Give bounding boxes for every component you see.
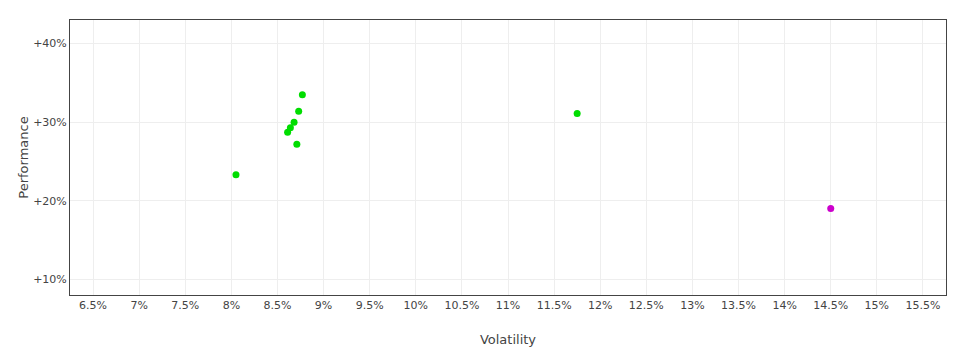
svg-text:15%: 15%	[865, 299, 889, 312]
svg-text:11%: 11%	[496, 299, 520, 312]
svg-text:7.5%: 7.5%	[171, 299, 199, 312]
svg-text:6.5%: 6.5%	[79, 299, 107, 312]
svg-text:7%: 7%	[130, 299, 147, 312]
svg-text:9%: 9%	[315, 299, 332, 312]
svg-text:15.5%: 15.5%	[905, 299, 940, 312]
svg-text:12%: 12%	[588, 299, 612, 312]
svg-text:11.5%: 11.5%	[537, 299, 572, 312]
svg-text:10%: 10%	[404, 299, 428, 312]
svg-text:9.5%: 9.5%	[356, 299, 384, 312]
svg-text:+40%: +40%	[33, 37, 67, 50]
svg-text:13%: 13%	[680, 299, 704, 312]
svg-text:Performance: Performance	[16, 116, 31, 198]
svg-text:14.5%: 14.5%	[813, 299, 848, 312]
svg-text:10.5%: 10.5%	[444, 299, 479, 312]
svg-text:Volatility: Volatility	[480, 332, 536, 347]
svg-text:14%: 14%	[772, 299, 796, 312]
svg-text:8.5%: 8.5%	[263, 299, 291, 312]
svg-text:8%: 8%	[223, 299, 240, 312]
svg-text:+30%: +30%	[33, 116, 67, 129]
svg-text:+20%: +20%	[33, 195, 67, 208]
svg-text:12.5%: 12.5%	[629, 299, 664, 312]
svg-text:+10%: +10%	[33, 273, 67, 286]
svg-text:13.5%: 13.5%	[721, 299, 756, 312]
